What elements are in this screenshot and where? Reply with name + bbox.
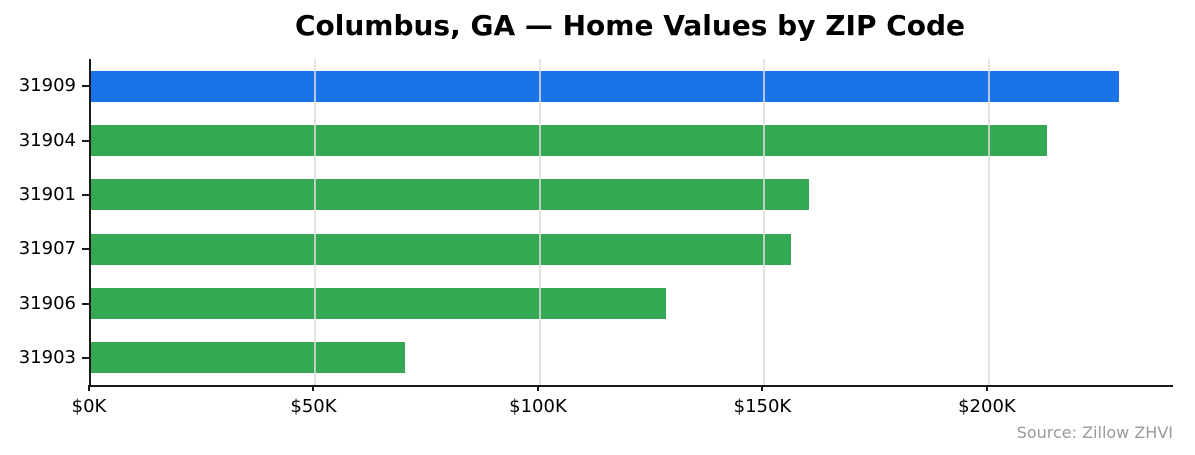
plot-area [89, 59, 1173, 387]
bar-31901 [91, 179, 810, 211]
gridline-$150K [763, 59, 766, 385]
xtick-label-$150K: $150K [733, 396, 792, 417]
gridline-$50K [314, 59, 317, 385]
xtick-label-$0K: $0K [71, 396, 107, 417]
ytick-label-31904: 31904 [18, 129, 76, 151]
bar-31904 [91, 125, 1048, 156]
ytick-label-31909: 31909 [18, 75, 76, 97]
ytick-label-31903: 31903 [18, 346, 76, 368]
source-annotation: Source: Zillow ZHVI [1016, 423, 1173, 442]
xtick-label-$200K: $200K [958, 396, 1016, 417]
ytick-label-31901: 31901 [18, 183, 76, 205]
xtick-label-$50K: $50K [290, 396, 337, 417]
chart-title: Columbus, GA — Home Values by ZIP Code [294, 9, 966, 42]
ytick-mark-31909 [82, 85, 89, 88]
gridline-$100K [538, 59, 541, 385]
ytick-mark-31903 [82, 356, 89, 359]
bar-31907 [91, 233, 792, 265]
xtick-label-$100K: $100K [509, 396, 567, 417]
xtick-mark-$50K [312, 385, 315, 391]
xtick-mark-$100K [536, 385, 539, 391]
xtick-mark-$200K [985, 385, 988, 391]
ytick-mark-31907 [82, 248, 89, 251]
ytick-label-31907: 31907 [18, 238, 76, 260]
ytick-mark-31906 [82, 302, 89, 305]
bar-31903 [91, 342, 406, 374]
xtick-mark-$0K [88, 385, 90, 391]
xtick-mark-$150K [761, 385, 764, 391]
ytick-label-31906: 31906 [18, 292, 76, 314]
gridline-$200K [987, 59, 990, 385]
bar-31906 [91, 288, 666, 319]
ytick-mark-31901 [82, 193, 89, 196]
bar-31909 [91, 70, 1120, 102]
ytick-mark-31904 [82, 139, 89, 142]
